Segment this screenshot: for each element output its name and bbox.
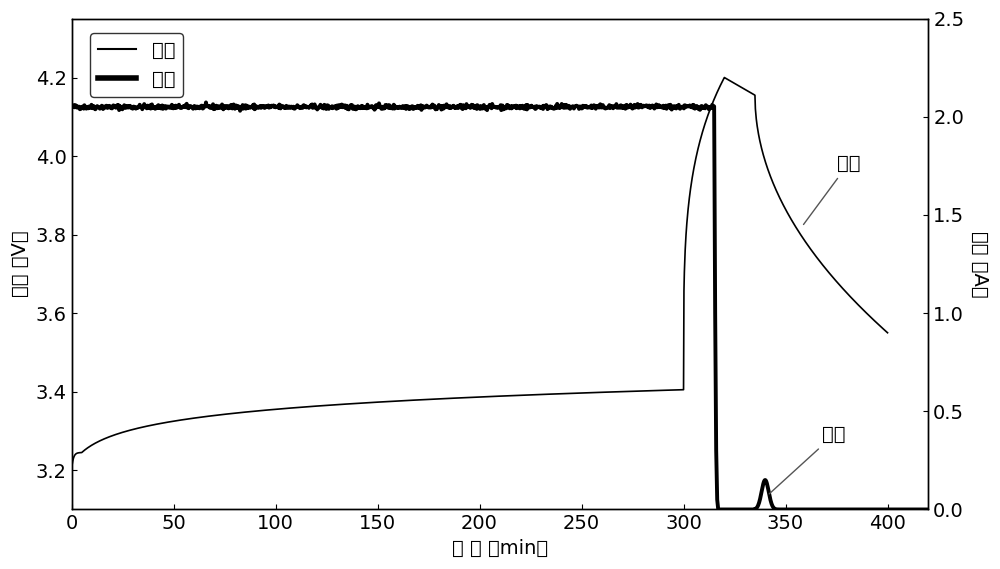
Line: 电压: 电压: [72, 77, 888, 470]
电压: [66, 467, 78, 473]
电流: [712, 506, 724, 513]
Text: 电流: 电流: [769, 426, 846, 494]
Y-axis label: 电流 （A）: 电流 （A）: [970, 230, 989, 298]
电流: [922, 506, 934, 513]
电压: [556, 390, 568, 397]
X-axis label: 时 间 （min）: 时 间 （min）: [452, 539, 548, 558]
Text: 电压: 电压: [804, 154, 860, 225]
电流: [754, 495, 766, 502]
电流: [487, 104, 499, 110]
电压: [594, 389, 606, 396]
电压: [882, 329, 894, 336]
Y-axis label: 电压 （V）: 电压 （V）: [11, 230, 30, 298]
电压: [680, 225, 692, 232]
电压: [718, 74, 730, 81]
电流: [648, 104, 660, 110]
电压: [86, 442, 98, 449]
Line: 电流: 电流: [72, 102, 928, 509]
电流: [107, 102, 119, 109]
电流: [200, 99, 212, 106]
电压: [562, 390, 574, 397]
电压: [709, 93, 721, 100]
电流: [221, 104, 233, 110]
电流: [66, 103, 78, 110]
Legend: 电压, 电流: 电压, 电流: [90, 33, 183, 97]
电流: [589, 102, 601, 109]
